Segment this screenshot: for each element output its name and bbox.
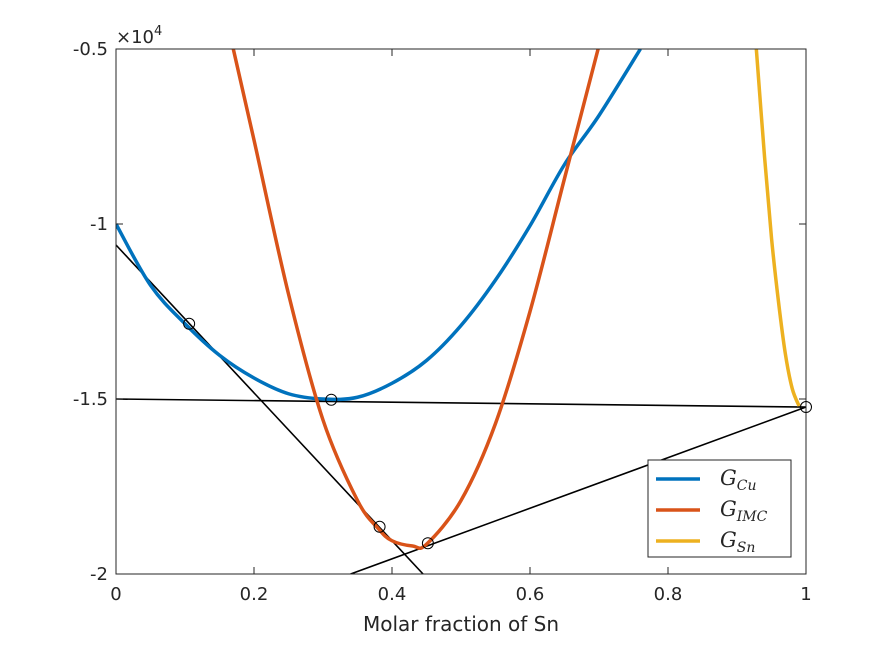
x-tick-label: 0.2 [240, 584, 269, 605]
tangent-line [116, 398, 806, 408]
tangent-point-marker [800, 401, 812, 414]
tangent-point-marker [183, 317, 196, 330]
series-line-imc [231, 49, 600, 551]
marker-layer [183, 317, 812, 550]
tangent-point-marker [421, 537, 434, 550]
y-axis: -2 -1.5 -1 -0.5 [73, 39, 806, 585]
y-tick-label: -1.5 [73, 389, 108, 410]
x-tick-label: 0.8 [654, 584, 683, 605]
legend: GCu GIMC GSn [647, 459, 792, 558]
tangent-point-marker [325, 393, 338, 406]
legend-label-cu: GCu [720, 466, 757, 494]
tangent-point-marker [373, 520, 386, 533]
axes-box [115, 48, 807, 575]
x-tick-label: 1 [800, 584, 811, 605]
x-axis: 0 0.2 0.4 0.6 0.8 1 [110, 49, 812, 605]
legend-label-imc: GIMC [720, 497, 768, 525]
y-tick-label: -0.5 [73, 39, 108, 60]
plot-area [116, 49, 806, 574]
x-axis-label: Molar fraction of Sn [363, 612, 559, 636]
series-line-sn [754, 49, 801, 407]
y-tick-label: -1 [90, 214, 108, 235]
x-tick-label: 0 [110, 584, 121, 605]
y-exponent-label: ×104 [116, 24, 162, 48]
y-tick-label: -2 [90, 564, 108, 585]
legend-label-sn: GSn [720, 528, 755, 556]
x-tick-label: 0.6 [516, 584, 545, 605]
series-line-cu [116, 49, 642, 402]
x-tick-label: 0.4 [378, 584, 407, 605]
